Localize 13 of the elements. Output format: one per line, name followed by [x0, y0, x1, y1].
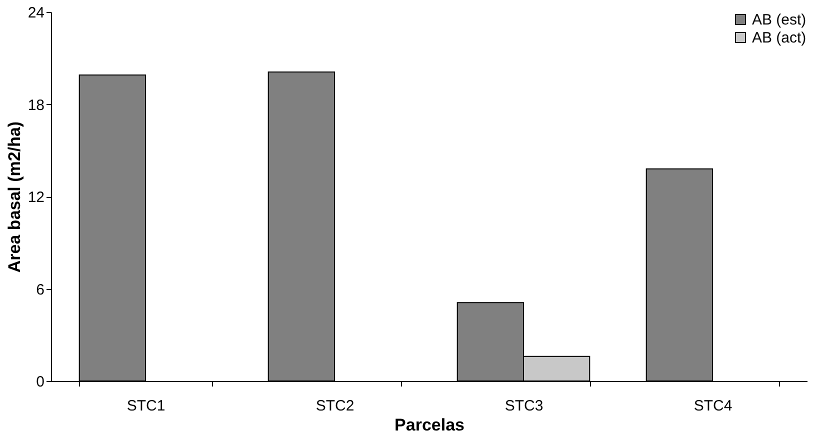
- legend-label: AB (act): [752, 30, 806, 46]
- x-axis-title: Parcelas: [394, 416, 464, 434]
- y-tick-label: 12: [28, 189, 44, 206]
- y-tick-label: 6: [36, 281, 44, 298]
- y-tick-label: 24: [28, 4, 44, 22]
- x-tick-label: STC1: [126, 398, 166, 414]
- y-axis-title: Area basal (m2/ha): [4, 121, 24, 273]
- legend-label: AB (est): [752, 12, 806, 28]
- x-tick-label: STC3: [504, 398, 544, 414]
- x-tick-label: STC4: [694, 398, 732, 414]
- y-tick-label: 18: [28, 96, 44, 114]
- y-tick-label: 0: [36, 374, 44, 390]
- x-tick-label: STC2: [316, 398, 354, 414]
